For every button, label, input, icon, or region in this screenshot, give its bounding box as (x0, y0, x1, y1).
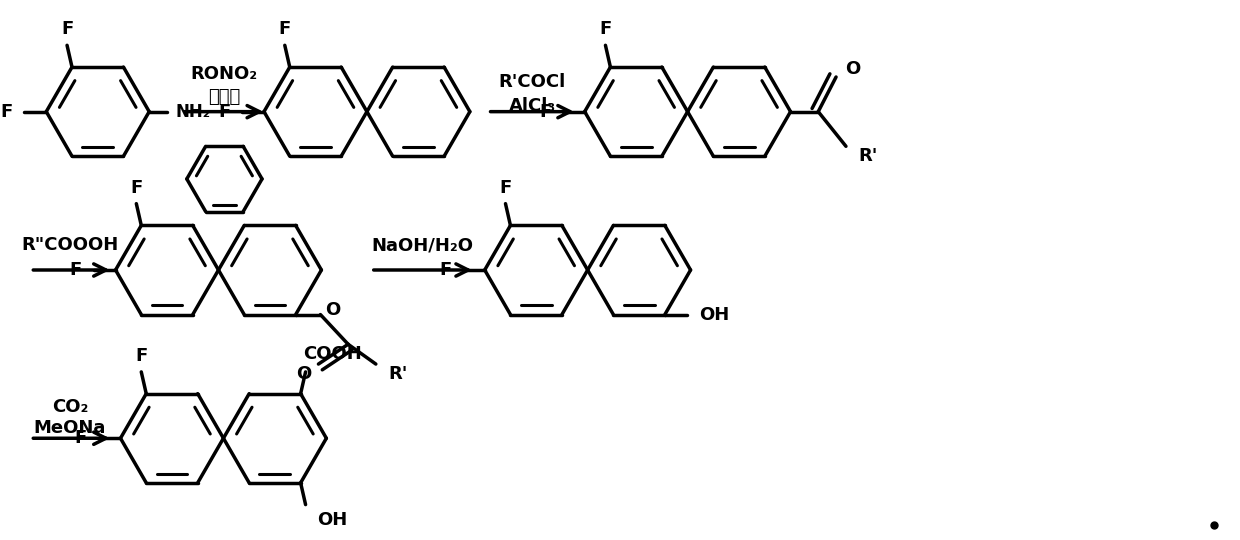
Text: F: F (279, 21, 291, 38)
Text: NaOH/H₂O: NaOH/H₂O (372, 237, 474, 254)
Text: R"COOOH: R"COOOH (21, 237, 119, 254)
Text: NH₂: NH₂ (175, 103, 211, 120)
Text: MeONa: MeONa (33, 420, 107, 437)
Text: AlCl₃: AlCl₃ (508, 97, 556, 114)
Text: COOH: COOH (303, 345, 362, 363)
Text: F: F (599, 21, 611, 38)
Text: F: F (130, 179, 143, 197)
Text: F: F (500, 179, 512, 197)
Text: RONO₂: RONO₂ (191, 65, 258, 83)
Text: O: O (296, 365, 311, 383)
Text: R'COCl: R'COCl (498, 73, 565, 91)
Text: F: F (218, 103, 231, 120)
Text: F: F (61, 21, 73, 38)
Text: F: F (74, 429, 87, 447)
Text: R': R' (858, 147, 878, 165)
Text: O: O (325, 301, 340, 319)
Text: OH: OH (699, 306, 729, 323)
Text: F: F (539, 103, 552, 120)
Text: F: F (69, 261, 82, 279)
Text: F: F (0, 103, 12, 120)
Text: O: O (846, 60, 861, 78)
Text: F: F (135, 347, 148, 365)
Text: R': R' (388, 365, 407, 383)
Text: F: F (439, 261, 451, 279)
Text: OH: OH (317, 511, 347, 529)
Text: CO₂: CO₂ (52, 397, 88, 416)
Text: 催化剂: 催化剂 (208, 88, 241, 106)
